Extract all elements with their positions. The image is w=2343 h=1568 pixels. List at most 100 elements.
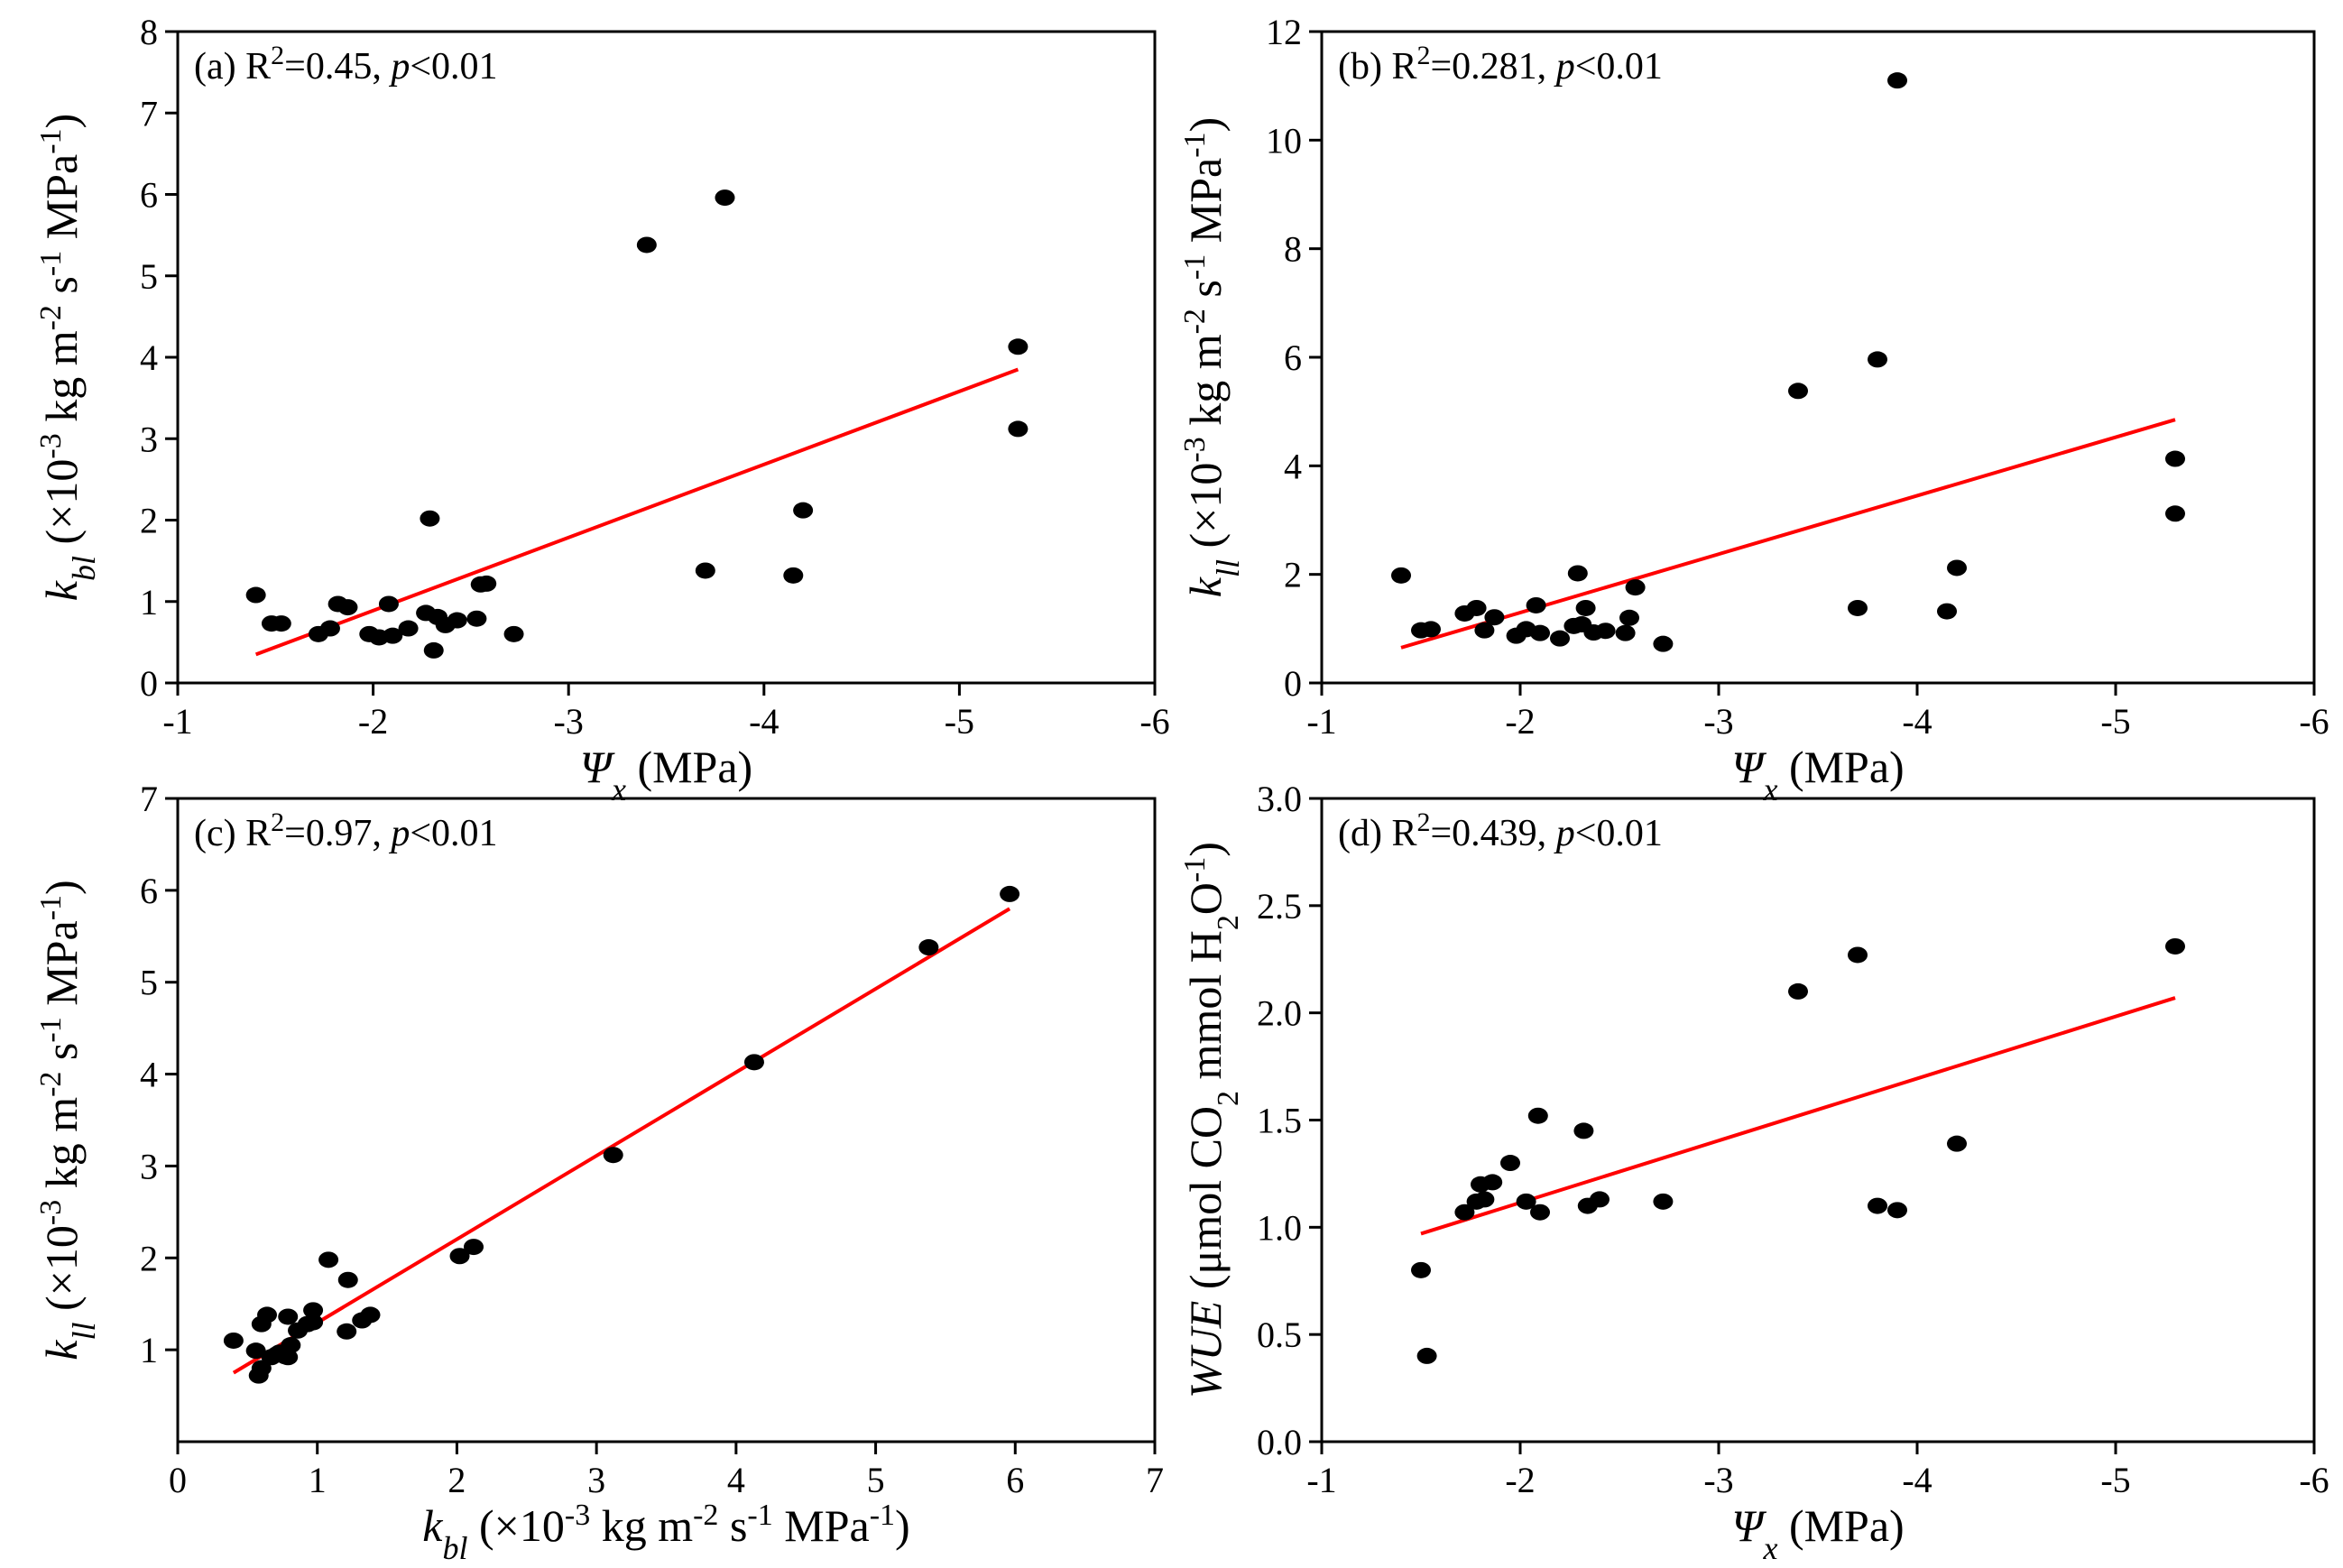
y-tick-label: 7 [140,93,158,134]
data-point [636,236,657,254]
data-point [1526,596,1546,613]
annotation-superscript: 2 [271,41,284,70]
x-tick-label: -1 [162,701,192,742]
y-tick-label: 1.5 [1257,1101,1302,1141]
data-point [1416,1347,1437,1364]
label-superscript: -1 [1178,132,1212,157]
data-point [695,562,715,579]
data-point [423,641,444,659]
label-part: (μmol CO [1180,1106,1231,1301]
label-subscript: 2 [1212,915,1245,930]
annotation-part: (c) R [194,813,271,854]
y-tick-label: 3 [140,419,158,459]
annotation-part: =0.281, [1431,46,1556,88]
data-point [1788,982,1808,1000]
data-point [1848,946,1868,964]
plot-frame [1320,30,2316,685]
axis-symbol: Ψ [1731,1500,1766,1551]
axis-variable: k [36,1340,87,1360]
data-point [1454,1204,1475,1221]
data-point [360,1306,381,1324]
x-tick-label: -4 [749,701,779,742]
label-superscript: -1 [1178,254,1212,280]
label-part: ) [1180,842,1231,857]
label-part: s [36,1043,87,1072]
annotation-p: p [1554,46,1575,88]
data-point [503,625,524,642]
x-tick-label: 7 [1146,1460,1164,1500]
x-tick-label: -2 [358,701,388,742]
data-point [1474,622,1495,639]
label-superscript: -1 [747,1499,772,1532]
data-point [1516,1193,1536,1210]
axis-unit: (MPa) [1777,742,1904,792]
y-tick-label: 2 [140,501,158,541]
label-superscript: -3 [565,1499,590,1532]
y-tick-label: 5 [140,963,158,1003]
data-point [1421,621,1441,638]
annotation-part: <0.01 [1575,46,1663,88]
data-point [1868,1197,1887,1214]
annotation-part: (b) R [1338,46,1417,88]
data-point [378,595,399,613]
x-tick-label: -3 [554,701,584,742]
x-tick-label: -4 [1902,701,1932,742]
data-point [1619,609,1639,626]
data-point [278,1308,299,1325]
y-tick-label: 12 [1266,12,1302,52]
plot-frame [176,797,1157,1443]
y-tick-label: 5 [140,256,158,297]
data-point [1625,579,1646,596]
y-tick-label: 6 [1284,337,1302,378]
x-tick-label: -6 [2299,1460,2329,1500]
regression-line [1400,418,2176,650]
annotation-part: (d) R [1338,813,1417,854]
label-part: s [718,1500,747,1551]
data-point [1947,559,1967,576]
x-tick-label: -5 [945,701,974,742]
data-point [2165,937,2185,955]
label-part: kg m [1180,334,1231,437]
data-point [715,189,735,207]
x-tick-label: 2 [447,1460,466,1500]
label-superscript: -1 [1178,857,1212,882]
data-point [1411,1261,1431,1278]
label-part: ) [895,1500,910,1551]
y-tick-label: 2.0 [1257,993,1302,1034]
data-point [271,615,291,632]
annotation-part: <0.01 [410,813,497,854]
data-point [1482,1174,1503,1191]
data-point [1848,599,1868,616]
data-point [398,620,419,637]
data-point [1788,383,1808,400]
data-point [1590,1191,1610,1208]
annotation-p: p [388,46,410,88]
data-point [303,1302,324,1319]
label-part: ) [36,114,87,129]
x-axis-title: kbl (×10-3 kg m-2 s-1 MPa-1) [422,1499,909,1567]
y-tick-label: 0.0 [1257,1422,1302,1462]
axis-unit: (MPa) [626,742,752,792]
data-point [1008,420,1029,438]
y-axis-title: WUE (μmol CO2 mmol H2O-1) [1178,842,1245,1398]
data-point [337,1271,358,1288]
y-tick-label: 8 [1284,229,1302,270]
y-tick-label: 2 [1284,555,1302,595]
y-tick-label: 6 [140,871,158,911]
data-point [245,1342,266,1360]
label-part: kg m [590,1500,693,1551]
data-point [1484,609,1505,626]
annotation-part: =0.45, [284,46,391,88]
plot-frame [1320,797,2316,1443]
axis-variable-subscript: ll [66,1322,102,1340]
label-superscript: -3 [1178,437,1212,462]
data-point [303,1314,324,1331]
data-point [1653,1193,1674,1210]
annotation-part: =0.97, [284,813,391,854]
label-part: ) [1180,117,1231,133]
label-part: s [1180,280,1231,309]
data-point [337,1323,357,1340]
y-tick-label: 2 [140,1238,158,1278]
label-superscript: -3 [34,433,68,458]
x-tick-label: -5 [2100,701,2130,742]
